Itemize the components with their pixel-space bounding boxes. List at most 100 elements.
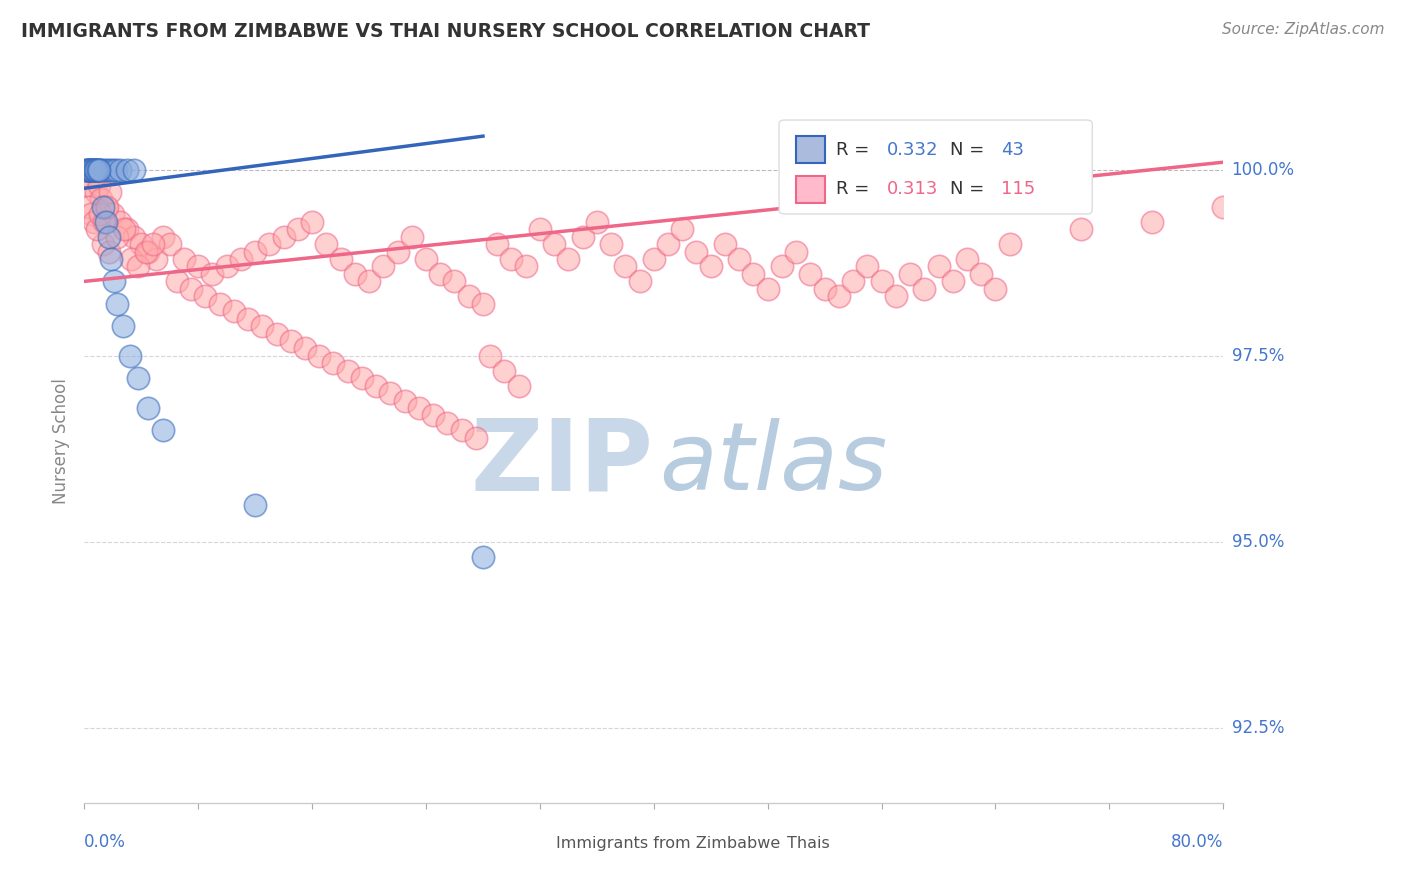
Text: R =: R = bbox=[837, 141, 875, 159]
Point bbox=[89, 162, 111, 177]
Point bbox=[90, 193, 112, 207]
Point bbox=[152, 229, 174, 244]
Point bbox=[127, 260, 149, 274]
FancyBboxPatch shape bbox=[796, 136, 825, 163]
Point bbox=[245, 244, 267, 259]
Point bbox=[93, 215, 115, 229]
Point bbox=[529, 222, 551, 236]
FancyBboxPatch shape bbox=[779, 120, 1092, 214]
Point bbox=[97, 229, 120, 244]
Point bbox=[80, 207, 103, 221]
Text: N =: N = bbox=[950, 180, 990, 198]
Point bbox=[756, 282, 779, 296]
Point bbox=[343, 267, 366, 281]
Point bbox=[501, 252, 523, 266]
Text: 0.0%: 0.0% bbox=[84, 833, 127, 851]
Point bbox=[86, 162, 108, 177]
Point bbox=[79, 162, 101, 177]
Text: 95.0%: 95.0% bbox=[1232, 533, 1284, 551]
Text: 43: 43 bbox=[1001, 141, 1024, 159]
Point bbox=[77, 162, 100, 177]
Point bbox=[82, 162, 104, 177]
Point bbox=[415, 252, 437, 266]
Point bbox=[266, 326, 288, 341]
Point bbox=[252, 319, 274, 334]
Point bbox=[322, 356, 344, 370]
Point bbox=[479, 349, 502, 363]
Point bbox=[308, 349, 330, 363]
Point bbox=[84, 162, 107, 177]
Point bbox=[315, 237, 337, 252]
Point bbox=[984, 282, 1007, 296]
Point bbox=[394, 393, 416, 408]
Point bbox=[842, 274, 865, 288]
Point bbox=[118, 349, 141, 363]
Point bbox=[814, 282, 837, 296]
Point bbox=[75, 162, 97, 177]
Point bbox=[450, 423, 472, 437]
Point bbox=[208, 297, 231, 311]
Point bbox=[785, 244, 807, 259]
Point bbox=[387, 244, 409, 259]
Point bbox=[138, 401, 160, 415]
FancyBboxPatch shape bbox=[754, 835, 779, 855]
Point bbox=[898, 267, 921, 281]
Point bbox=[138, 244, 160, 259]
Text: 115: 115 bbox=[1001, 180, 1035, 198]
Text: 92.5%: 92.5% bbox=[1232, 719, 1284, 738]
Point bbox=[115, 162, 138, 177]
Text: Immigrants from Zimbabwe: Immigrants from Zimbabwe bbox=[555, 837, 780, 852]
Point bbox=[443, 274, 465, 288]
Point bbox=[103, 274, 125, 288]
Point bbox=[135, 244, 157, 259]
Point bbox=[366, 378, 388, 392]
Point bbox=[486, 237, 509, 252]
Point bbox=[90, 162, 112, 177]
Point bbox=[108, 215, 131, 229]
Point bbox=[97, 244, 120, 259]
Point bbox=[429, 267, 451, 281]
Point bbox=[828, 289, 851, 303]
Point bbox=[122, 229, 145, 244]
Point bbox=[87, 162, 110, 177]
Point bbox=[742, 267, 765, 281]
Point bbox=[671, 222, 693, 236]
Point bbox=[108, 162, 131, 177]
Point bbox=[91, 200, 114, 214]
Point bbox=[287, 222, 309, 236]
Point bbox=[273, 229, 295, 244]
Point bbox=[998, 237, 1021, 252]
Point bbox=[229, 252, 252, 266]
Point bbox=[84, 185, 107, 199]
Text: 80.0%: 80.0% bbox=[1171, 833, 1223, 851]
Point bbox=[942, 274, 965, 288]
Point bbox=[83, 215, 105, 229]
Point bbox=[80, 162, 103, 177]
Point bbox=[359, 274, 381, 288]
Point bbox=[700, 260, 723, 274]
Point bbox=[401, 229, 423, 244]
Point bbox=[105, 297, 128, 311]
Point bbox=[928, 260, 950, 274]
Point bbox=[145, 252, 167, 266]
Point bbox=[245, 498, 267, 512]
Point bbox=[799, 267, 821, 281]
Point bbox=[714, 237, 737, 252]
Point bbox=[870, 274, 893, 288]
Point bbox=[87, 162, 110, 177]
Point bbox=[105, 229, 128, 244]
Point bbox=[159, 237, 181, 252]
Point bbox=[472, 549, 495, 564]
Point bbox=[222, 304, 245, 318]
Text: 100.0%: 100.0% bbox=[1232, 161, 1295, 178]
Point bbox=[436, 416, 458, 430]
Point bbox=[112, 222, 135, 236]
Point bbox=[86, 162, 108, 177]
Point bbox=[336, 364, 359, 378]
Text: atlas: atlas bbox=[659, 417, 887, 508]
Point bbox=[111, 319, 134, 334]
Point bbox=[115, 222, 138, 236]
Point bbox=[77, 200, 100, 214]
Point bbox=[91, 237, 114, 252]
Point bbox=[508, 378, 530, 392]
